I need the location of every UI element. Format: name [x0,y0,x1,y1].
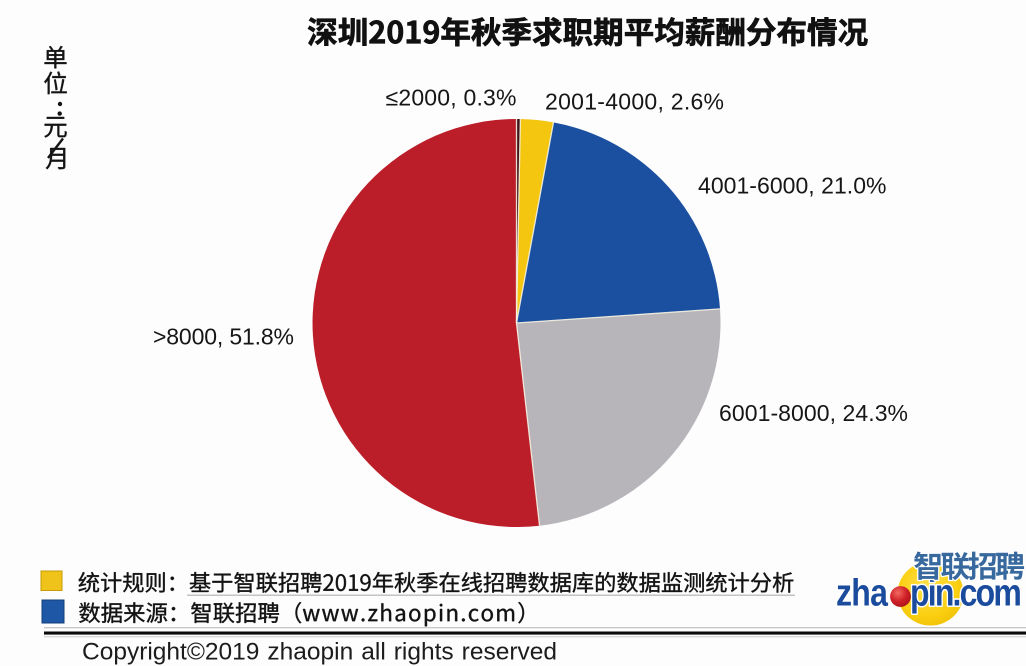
svg-text:≤2000, 0.3%: ≤2000, 0.3% [386,84,517,110]
svg-text:>8000, 51.8%: >8000, 51.8% [153,323,294,349]
svg-text:Copyright©2019 zhaopin all rig: Copyright©2019 zhaopin all rights reserv… [82,639,557,666]
svg-text:6001-8000, 24.3%: 6001-8000, 24.3% [719,400,908,426]
svg-text:2001-4000, 2.6%: 2001-4000, 2.6% [545,89,724,115]
svg-text:zha: zha [836,572,888,614]
svg-text:4001-6000, 21.0%: 4001-6000, 21.0% [698,172,887,198]
